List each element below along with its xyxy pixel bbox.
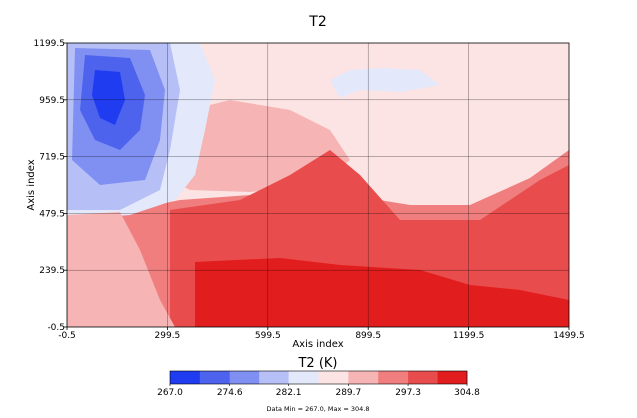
colorbar-swatch <box>229 371 260 384</box>
colorbar-swatch <box>170 371 201 384</box>
colorbar-swatch <box>378 371 409 384</box>
x-axis-ticks: -0.5 299.5 599.5 899.5 1199.5 1499.5 <box>58 327 585 341</box>
colorbar-tick-label: 289.7 <box>335 388 361 398</box>
plot-frame <box>66 42 570 328</box>
y-axis-label: Axis index <box>26 159 37 210</box>
y-tick-label: 1199.5 <box>34 39 66 49</box>
x-tick-label: 899.5 <box>355 331 381 341</box>
x-axis-label: Axis index <box>292 339 343 350</box>
y-tick-label: 479.5 <box>39 209 65 219</box>
colorbar-ticks: 267.0 274.6 282.1 289.7 297.3 304.8 <box>157 384 480 398</box>
y-tick-label: 719.5 <box>39 153 65 163</box>
colorbar-tick-label: 304.8 <box>454 388 480 398</box>
colorbar-swatch <box>437 371 468 384</box>
colorbar-tick-label: 282.1 <box>276 388 302 398</box>
chart-title: T2 <box>308 14 326 30</box>
colorbar-swatch <box>408 371 438 384</box>
x-tick-label: 1499.5 <box>553 331 585 341</box>
field-band-southwest-mountains <box>67 212 175 327</box>
colorbar-frame <box>169 370 468 385</box>
colorbar-swatch <box>288 371 319 384</box>
colorbar-swatch <box>199 371 231 384</box>
y-tick-label: -0.5 <box>47 323 65 333</box>
colorbar-swatch <box>318 371 349 384</box>
x-tick-label: 1199.5 <box>453 331 485 341</box>
x-tick-label: 599.5 <box>255 331 281 341</box>
field-band-hottest-south <box>195 258 569 327</box>
colorbar-tick-label: 267.0 <box>157 388 183 398</box>
colorbar-title: T2 (K) <box>297 356 337 371</box>
colorbar-tick-label: 274.6 <box>217 388 243 398</box>
grid-lines <box>67 43 569 327</box>
data-range-footer: Data Min = 267.0, Max = 304.8 <box>266 405 369 413</box>
y-tick-label: 959.5 <box>39 96 65 106</box>
field-band-extreme-cold <box>92 70 125 125</box>
x-tick-label: -0.5 <box>58 331 76 341</box>
y-axis-ticks: -0.5 239.5 479.5 719.5 959.5 1199.5 <box>34 39 67 333</box>
colorbar-swatch <box>259 371 289 384</box>
heatmap-field <box>67 43 569 327</box>
colorbar-tick-label: 297.3 <box>395 388 421 398</box>
x-tick-label: 299.5 <box>155 331 181 341</box>
colorbar <box>169 370 468 385</box>
field-band-pale-north <box>330 68 440 98</box>
y-tick-label: 239.5 <box>39 266 65 276</box>
colorbar-swatch <box>348 371 379 384</box>
